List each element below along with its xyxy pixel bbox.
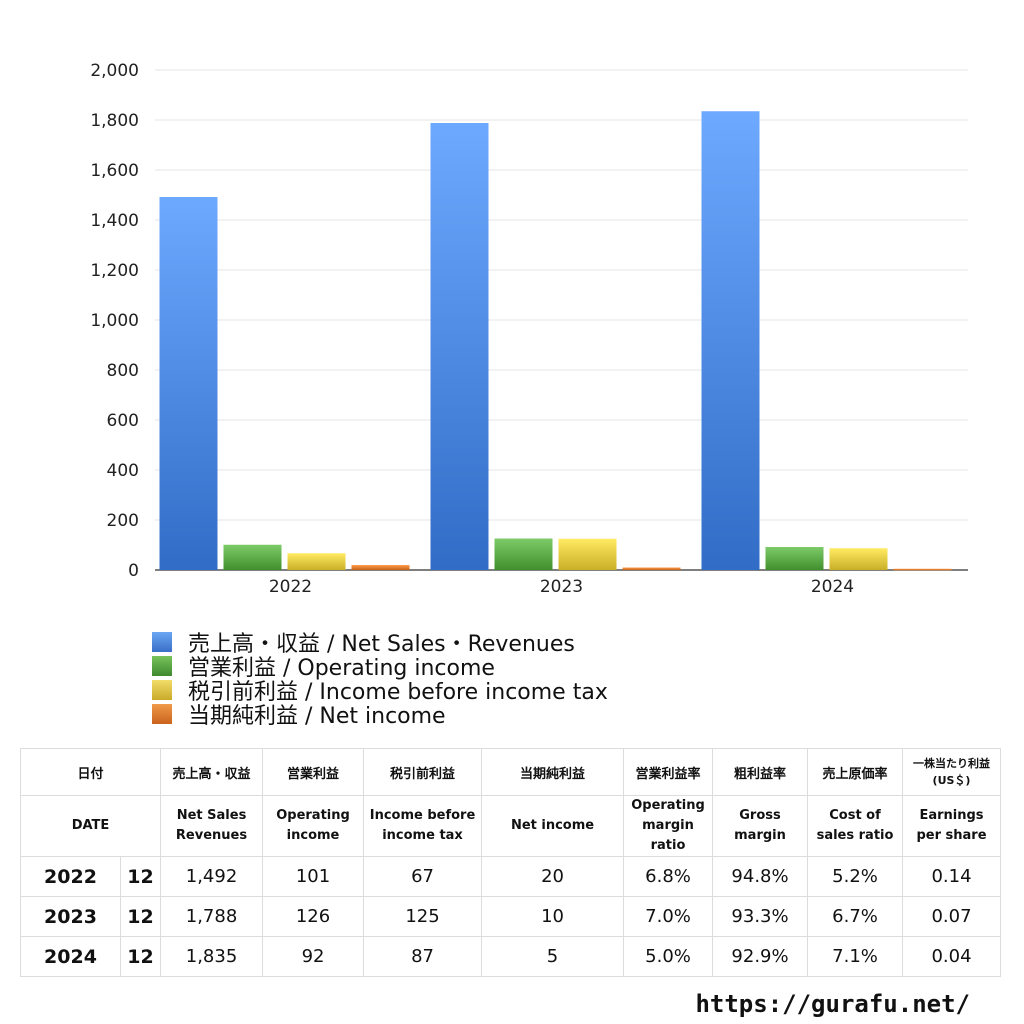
value-cell: 93.3% <box>712 896 809 937</box>
bar-2022-series-1 <box>223 544 282 570</box>
legend-label: 営業利益 / Operating income <box>188 656 495 681</box>
header-cell: Net income <box>481 795 625 857</box>
axis-labels: 0 200 400 600 800 1,000 1,200 1,400 1,600 1,800 2,… <box>90 61 854 597</box>
x-tick-label: 2022 <box>269 577 312 597</box>
bar-2022-series-2 <box>287 553 346 570</box>
header-cell: 営業利益率 <box>623 748 714 796</box>
bar-2024-series-0 <box>701 111 760 570</box>
bar-2024-series-3 <box>893 568 952 571</box>
header-cell: 当期純利益 <box>481 748 625 796</box>
value-cell: 7.0% <box>623 896 714 937</box>
value-cell: 126 <box>262 896 365 937</box>
legend-item-operating-income: 営業利益 / Operating income <box>152 654 608 681</box>
header-cell: Operating margin ratio <box>623 795 714 857</box>
header-date-en: DATE <box>19 795 162 857</box>
y-tick-label: 1,600 <box>90 161 139 181</box>
header-cell: Operating income <box>262 795 365 857</box>
legend-swatch-blue <box>152 632 172 652</box>
header-cell: 営業利益 <box>262 748 365 796</box>
bar-2022-series-0 <box>159 197 218 570</box>
financial-table: 日付 売上高・収益 営業利益 税引前利益 当期純利益 営業利益率 粗利益率 売上… <box>19 748 1002 977</box>
year-cell: 2023 <box>20 896 121 937</box>
value-cell: 0.14 <box>902 856 1002 897</box>
month-cell: 12 <box>119 936 162 977</box>
bar-2023-series-2 <box>558 538 617 570</box>
bar-2024-series-1 <box>765 547 824 570</box>
table-row: 2023 12 1,788 126 125 10 7.0% 93.3% 6.7%… <box>20 896 1002 937</box>
y-tick-label: 1,000 <box>90 311 139 331</box>
y-tick-label: 200 <box>107 511 139 531</box>
bar-chart: 0 200 400 600 800 1,000 1,200 1,400 1,600 1,800 2,… <box>90 61 968 597</box>
table-row: 2024 12 1,835 92 87 5 5.0% 92.9% 7.1% 0.… <box>20 936 1002 977</box>
header-cell: Gross margin <box>712 795 809 857</box>
legend-item-net-sales: 売上高・収益 / Net Sales・Revenues <box>152 630 608 657</box>
header-cell: 税引前利益 <box>363 748 483 796</box>
value-cell: 125 <box>363 896 483 937</box>
y-tick-label: 400 <box>107 461 139 481</box>
header-cell: Earnings per share <box>902 795 1002 857</box>
legend-label: 当期純利益 / Net income <box>188 704 446 729</box>
legend-swatch-yellow <box>152 680 172 700</box>
year-cell: 2022 <box>20 856 121 897</box>
y-tick-label: 2,000 <box>90 61 139 81</box>
value-cell: 5.0% <box>623 936 714 977</box>
value-cell: 101 <box>262 856 365 897</box>
value-cell: 94.8% <box>712 856 809 897</box>
y-tick-label: 800 <box>107 361 139 381</box>
value-cell: 1,492 <box>160 856 264 897</box>
value-cell: 0.04 <box>902 936 1002 977</box>
legend-item-net-income: 当期純利益 / Net income <box>152 702 608 729</box>
y-tick-label: 1,400 <box>90 211 139 231</box>
table-row: 2022 12 1,492 101 67 20 6.8% 94.8% 5.2% … <box>20 856 1002 897</box>
header-row-jp: 日付 売上高・収益 営業利益 税引前利益 当期純利益 営業利益率 粗利益率 売上… <box>19 748 1002 796</box>
month-cell: 12 <box>119 856 162 897</box>
x-tick-label: 2024 <box>811 577 854 597</box>
value-cell: 87 <box>363 936 483 977</box>
site-link[interactable]: https://gurafu.net/ <box>695 990 970 1018</box>
x-tick-label: 2023 <box>540 577 583 597</box>
value-cell: 0.07 <box>902 896 1002 937</box>
value-cell: 5.2% <box>807 856 904 897</box>
header-date-jp: 日付 <box>19 748 162 796</box>
month-cell: 12 <box>119 896 162 937</box>
header-cell: 売上原価率 <box>807 748 904 796</box>
header-cell: Cost of sales ratio <box>807 795 904 857</box>
bar-2023-series-0 <box>430 123 489 570</box>
value-cell: 1,788 <box>160 896 264 937</box>
y-tick-label: 1,200 <box>90 261 139 281</box>
header-row-en: DATE Net Sales Revenues Operating income… <box>19 795 1002 857</box>
value-cell: 1,835 <box>160 936 264 977</box>
value-cell: 10 <box>481 896 625 937</box>
header-cell: 一株当たり利益 (US＄) <box>902 748 1002 796</box>
legend: 売上高・収益 / Net Sales・Revenues 営業利益 / Opera… <box>152 630 608 729</box>
legend-swatch-green <box>152 656 172 676</box>
grid-lines <box>155 69 968 571</box>
bar-2023-series-1 <box>494 538 553 570</box>
y-tick-label: 1,800 <box>90 111 139 131</box>
value-cell: 92 <box>262 936 365 977</box>
header-cell: Income before income tax <box>363 795 483 857</box>
legend-item-income-before-tax: 税引前利益 / Income before income tax <box>152 678 608 705</box>
legend-label: 税引前利益 / Income before income tax <box>188 680 608 705</box>
value-cell: 6.7% <box>807 896 904 937</box>
value-cell: 20 <box>481 856 625 897</box>
bars <box>159 111 952 571</box>
value-cell: 7.1% <box>807 936 904 977</box>
y-tick-label: 600 <box>107 411 139 431</box>
legend-label: 売上高・収益 / Net Sales・Revenues <box>188 632 575 657</box>
y-tick-label: 0 <box>128 561 139 581</box>
bar-2022-series-3 <box>351 565 410 570</box>
value-cell: 6.8% <box>623 856 714 897</box>
year-cell: 2024 <box>20 936 121 977</box>
value-cell: 5 <box>481 936 625 977</box>
header-cell: 売上高・収益 <box>160 748 264 796</box>
bar-2024-series-2 <box>829 548 888 570</box>
value-cell: 92.9% <box>712 936 809 977</box>
bar-2023-series-3 <box>622 567 681 570</box>
header-cell: Net Sales Revenues <box>160 795 264 857</box>
value-cell: 67 <box>363 856 483 897</box>
header-cell: 粗利益率 <box>712 748 809 796</box>
legend-swatch-orange <box>152 704 172 724</box>
